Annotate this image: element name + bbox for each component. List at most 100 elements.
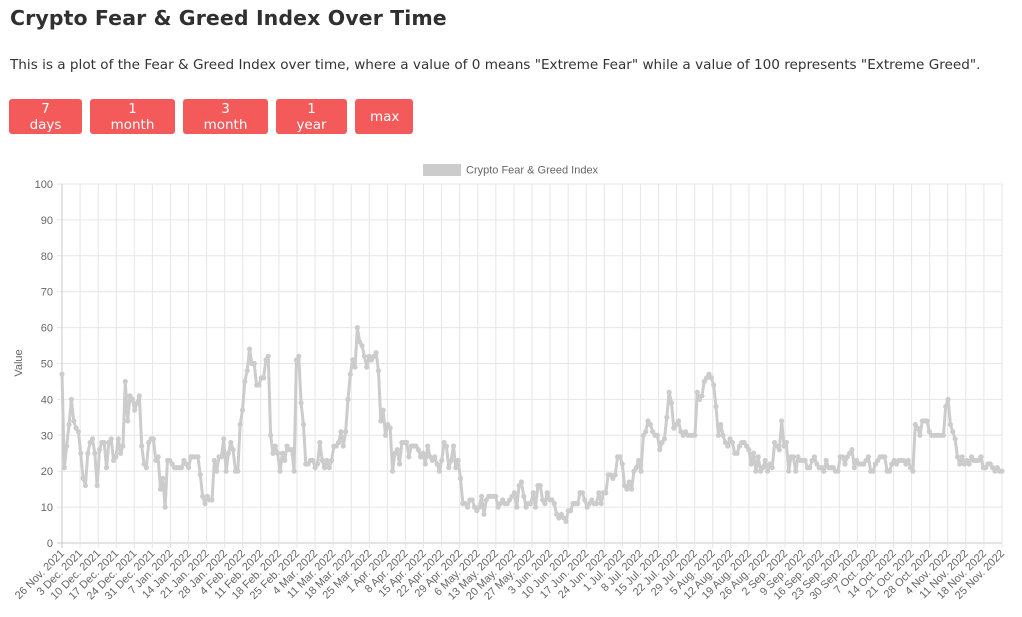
data-point [317,439,323,446]
range-button-group: 7 days 1 month 3 month 1 year max [9,99,413,134]
data-point [270,450,276,456]
data-point [657,447,663,453]
data-point [432,454,438,460]
data-point [802,457,808,464]
data-point [218,454,224,460]
data-point [790,454,796,460]
data-point [551,500,557,507]
data-point [132,407,138,413]
data-point [978,454,984,460]
data-point [725,443,731,449]
data-point [760,465,766,471]
data-point [851,465,857,471]
data-point [542,500,548,507]
data-point [729,439,736,446]
data-point [957,461,963,467]
y-axis-title: Value [13,349,25,376]
data-point [82,482,89,489]
data-point [361,353,367,359]
data-point [275,450,281,456]
range-1-year-button[interactable]: 1 year [276,99,347,134]
data-point [373,350,379,356]
data-point [94,482,100,489]
data-point [162,504,168,510]
data-point [343,429,349,435]
data-point [943,403,949,410]
data-point [537,482,543,489]
data-point [638,468,644,474]
data-point [718,421,724,428]
data-point [568,508,574,514]
data-point [382,432,389,438]
y-tick-label: 100 [35,179,53,191]
data-point [769,465,775,471]
data-point [793,468,799,474]
data-point [282,457,288,464]
range-1-month-button[interactable]: 1 month [90,99,175,134]
data-point [905,457,911,464]
data-point [209,497,215,503]
data-point [261,375,267,381]
page-description: This is a plot of the Fear & Greed Index… [10,57,981,73]
y-tick-label: 70 [41,287,53,299]
data-point [235,468,241,474]
data-point [952,436,958,442]
data-point [66,421,72,428]
data-point [748,461,754,467]
data-point [434,461,440,467]
data-point [708,375,714,381]
data-point [80,475,86,481]
data-point [711,382,717,388]
data-point [157,486,164,492]
data-point [593,500,600,507]
data-point [530,490,536,496]
data-point [122,378,128,385]
data-point [528,500,534,507]
data-point [345,396,351,402]
data-point [917,432,923,438]
data-point [699,393,705,399]
data-point [753,468,759,474]
data-point [375,368,382,374]
data-point [579,490,586,496]
data-point [178,465,185,471]
range-7-days-button[interactable]: 7 days [9,99,82,134]
data-point [115,436,121,442]
data-point [268,432,274,438]
data-point [762,457,768,464]
data-point [420,450,426,456]
data-point [654,432,661,438]
data-point [807,465,813,471]
data-point [598,500,604,507]
y-tick-label: 80 [41,251,53,263]
data-point [378,418,384,424]
data-point [380,407,386,413]
chart-legend: Crypto Fear & Greed Index [423,164,599,177]
data-point [202,500,208,507]
data-point [354,325,360,331]
data-point [78,450,84,456]
data-point [326,465,332,471]
range-max-button[interactable]: max [355,99,413,134]
data-point [835,468,841,474]
y-tick-label: 10 [41,502,53,514]
data-point [160,475,166,481]
data-point [136,393,142,399]
data-point [256,382,262,388]
data-point [661,436,668,442]
data-point [68,396,74,402]
data-point [406,454,412,460]
data-point [715,432,721,438]
data-point [85,450,91,456]
data-point [514,504,520,510]
data-point [563,518,569,525]
data-point [959,454,965,460]
data-point [617,454,623,460]
data-point [603,490,609,496]
legend-label: Crypto Fear & Greed Index [466,165,599,177]
data-point [626,479,632,485]
data-point [277,468,283,474]
range-3-month-button[interactable]: 3 month [183,99,268,134]
